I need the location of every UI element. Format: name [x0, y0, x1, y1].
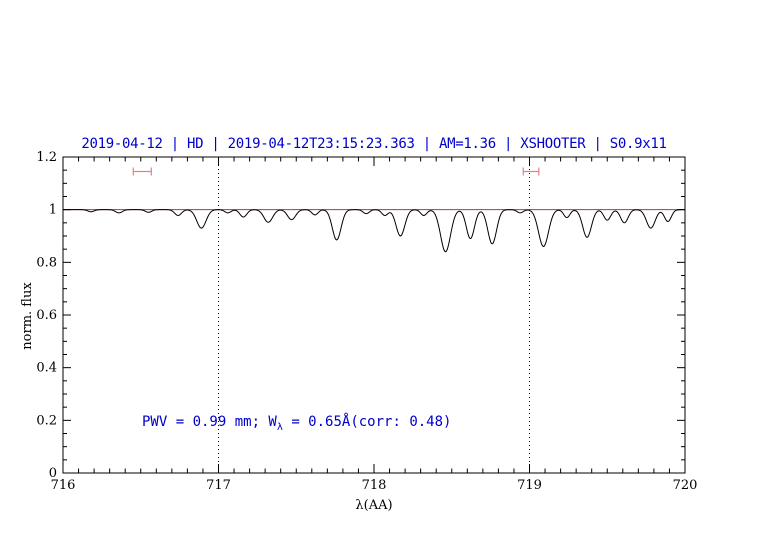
- x-axis-label: λ(AA): [355, 498, 393, 513]
- plot-title: 2019-04-12 | HD | 2019-04-12T23:15:23.36…: [81, 136, 667, 152]
- y-tick-label: 0.2: [36, 413, 57, 428]
- pwv-annotation: PWV = 0.99 mm; Wλ = 0.65Å(corr: 0.48): [142, 414, 451, 436]
- x-tick-label: 717: [206, 478, 231, 493]
- x-tick-label: 718: [362, 478, 387, 493]
- y-tick-label: 0: [49, 466, 57, 481]
- y-tick-label: 0.6: [36, 308, 57, 323]
- pwv-annotation-subscript: λ: [276, 421, 283, 433]
- pwv-annotation-suffix: = 0.65Å(corr: 0.48): [282, 414, 452, 430]
- x-tick-label: 719: [517, 478, 542, 493]
- y-tick-label: 1.2: [36, 150, 57, 165]
- x-tick-label: 720: [673, 478, 698, 493]
- x-tick-label: 716: [51, 478, 76, 493]
- spectrum-line: [63, 209, 685, 253]
- pwv-annotation-prefix: PWV = 0.99 mm; W: [142, 414, 277, 430]
- y-tick-label: 1: [49, 203, 57, 218]
- y-tick-label: 0.8: [36, 255, 57, 270]
- y-tick-label: 0.4: [36, 361, 57, 376]
- y-axis-label: norm. flux: [20, 282, 35, 350]
